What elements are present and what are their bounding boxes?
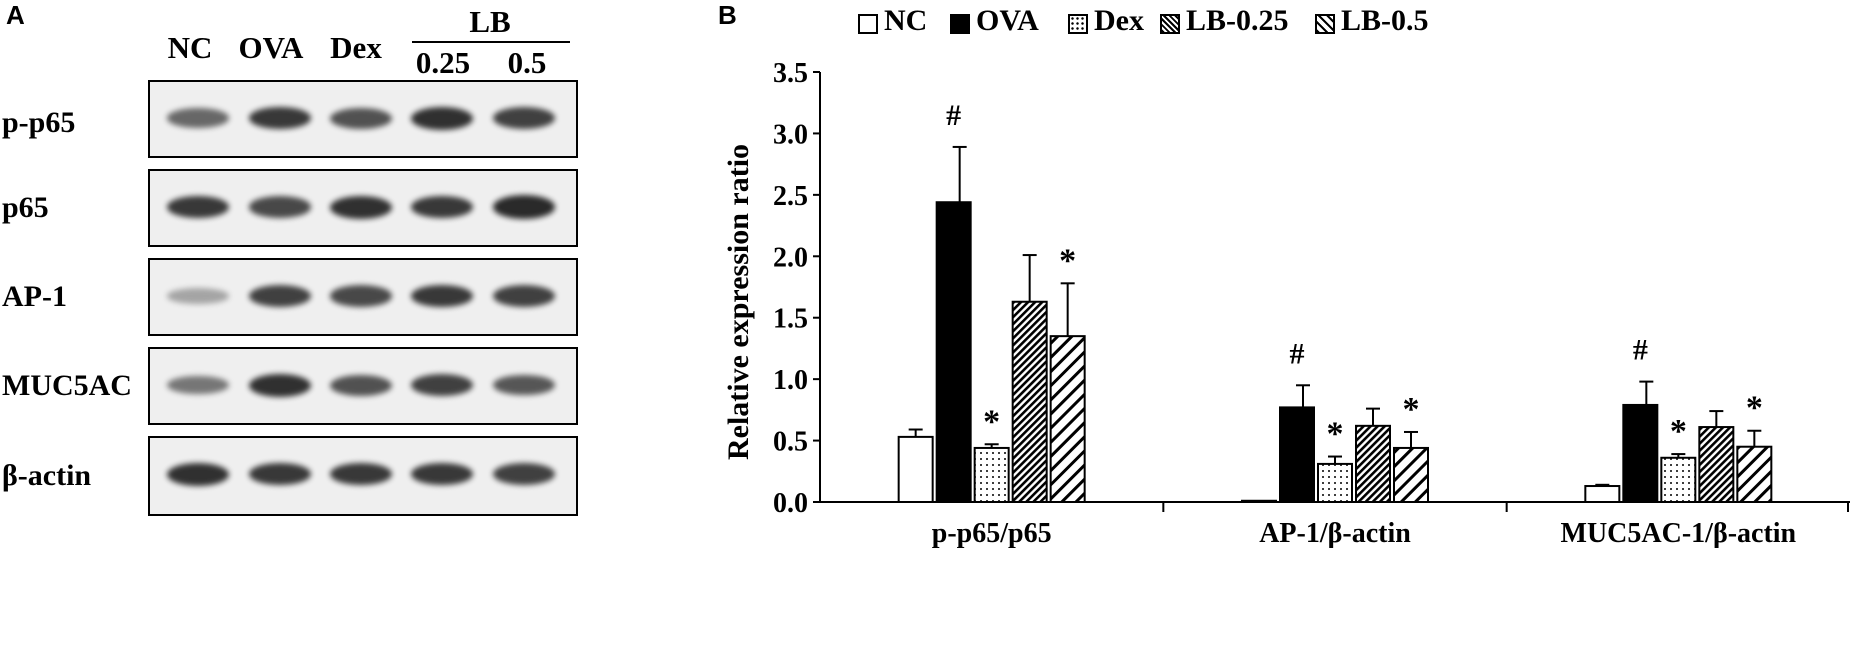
blot-band xyxy=(249,196,311,218)
x-category-label: MUC5AC-1/β-actin xyxy=(1561,518,1797,549)
legend-label: OVA xyxy=(976,4,1039,37)
y-tick-label: 1.5 xyxy=(773,304,808,335)
panel-a-letter: A xyxy=(6,0,25,30)
x-category-label: p-p65/p65 xyxy=(932,518,1052,549)
bar xyxy=(1049,335,1086,503)
blot-band xyxy=(330,374,392,396)
blot-band xyxy=(330,462,392,486)
blot-band xyxy=(167,375,229,395)
blot-band xyxy=(330,285,392,307)
blot-band xyxy=(411,195,473,219)
row-label-p-p65: p-p65 xyxy=(2,106,76,139)
significance-hash: # xyxy=(946,99,961,132)
significance-star: * xyxy=(1059,242,1076,279)
lane-label-lb-025: 0.25 xyxy=(415,45,471,80)
y-tick-label: 1.0 xyxy=(773,365,808,396)
y-axis-label: Relative expression ratio xyxy=(722,144,755,460)
bar xyxy=(1011,300,1048,503)
blot-band xyxy=(167,462,229,486)
bar xyxy=(1660,456,1697,503)
legend-label: Dex xyxy=(1094,4,1144,37)
lb-group-line xyxy=(412,41,570,43)
legend-label: LB-0.5 xyxy=(1341,4,1429,37)
bar-chart-svg: 0.0 0.5 1.0 1.5 2.0 2.5 3.0 3.5 Relative express… xyxy=(722,58,1850,549)
legend-swatch xyxy=(950,14,970,34)
bar xyxy=(973,446,1010,504)
significance-hash: # xyxy=(1633,334,1648,367)
blot-band xyxy=(411,284,473,308)
bar xyxy=(1736,445,1773,504)
bar xyxy=(1393,446,1429,504)
significance-star: * xyxy=(1403,391,1420,428)
significance-star: * xyxy=(1327,416,1344,453)
blot-band xyxy=(167,108,229,128)
lane-label-lb-05: 0.5 xyxy=(507,45,547,80)
blot-band xyxy=(411,374,473,396)
bar xyxy=(1317,462,1353,503)
blot-band xyxy=(493,374,555,396)
significance-star: * xyxy=(1746,390,1763,427)
blot-band xyxy=(411,106,473,130)
bar xyxy=(935,201,972,503)
blot-strip-p-p65 xyxy=(148,80,578,158)
blot-band xyxy=(249,106,311,130)
blot-band xyxy=(493,463,555,485)
y-tick-label: 3.0 xyxy=(773,119,808,150)
bar xyxy=(1279,406,1315,503)
panel-b-letter: B xyxy=(718,0,737,30)
lane-label-nc: NC xyxy=(167,30,213,65)
blot-band xyxy=(493,285,555,307)
row-label-beta-actin: β-actin xyxy=(2,459,92,492)
row-label-ap1: AP-1 xyxy=(2,280,67,313)
lane-label-dex: Dex xyxy=(330,30,382,65)
legend-swatch xyxy=(1068,14,1088,34)
blot-band xyxy=(249,285,311,307)
y-tick-label: 3.5 xyxy=(773,58,808,89)
y-tick-label: 2.5 xyxy=(773,181,808,212)
blot-band xyxy=(330,107,392,129)
blot-strip-ap1 xyxy=(148,258,578,336)
y-tick-label: 0.5 xyxy=(773,427,808,458)
significance-hash: # xyxy=(1290,337,1305,370)
lane-label-ova: OVA xyxy=(238,30,304,65)
x-category-label: AP-1/β-actin xyxy=(1259,518,1411,549)
significance-star: * xyxy=(1670,413,1687,450)
bar xyxy=(1698,426,1735,503)
lane-group-label-lb: LB xyxy=(469,4,511,39)
blot-band xyxy=(249,462,311,486)
bar-chart-panel: B NC OVA Dex LB-0.25 LB-0.5 0.0 0.5 1.0 1.5 2.0 2… xyxy=(600,0,1850,645)
significance-star: * xyxy=(983,403,1000,440)
row-label-p65: p65 xyxy=(2,191,49,224)
blot-band xyxy=(249,373,311,397)
row-label-muc5ac: MUC5AC xyxy=(2,369,132,402)
blot-band xyxy=(493,107,555,129)
legend-swatch xyxy=(858,14,878,34)
legend-label: LB-0.25 xyxy=(1186,4,1289,37)
y-tick-label: 2.0 xyxy=(773,242,808,273)
bar xyxy=(1241,499,1277,503)
blot-strip-beta-actin xyxy=(148,436,578,516)
blot-band xyxy=(167,195,229,219)
blot-band xyxy=(411,462,473,486)
bar xyxy=(897,435,934,503)
blot-band xyxy=(330,195,392,219)
y-tick-label: 0.0 xyxy=(773,488,808,519)
blot-band xyxy=(493,195,555,219)
legend-swatch xyxy=(1315,14,1335,34)
blot-strip-muc5ac xyxy=(148,347,578,425)
western-blot-panel: A NC OVA Dex LB 0.25 0.5 p-p65 p65 AP-1 … xyxy=(0,0,600,645)
legend-label: NC xyxy=(884,4,928,37)
blot-band xyxy=(167,288,229,304)
blot-strip-p65 xyxy=(148,169,578,247)
bar xyxy=(1622,403,1659,504)
bar xyxy=(1355,424,1391,504)
legend-swatch xyxy=(1160,14,1180,34)
bar xyxy=(1584,485,1621,503)
